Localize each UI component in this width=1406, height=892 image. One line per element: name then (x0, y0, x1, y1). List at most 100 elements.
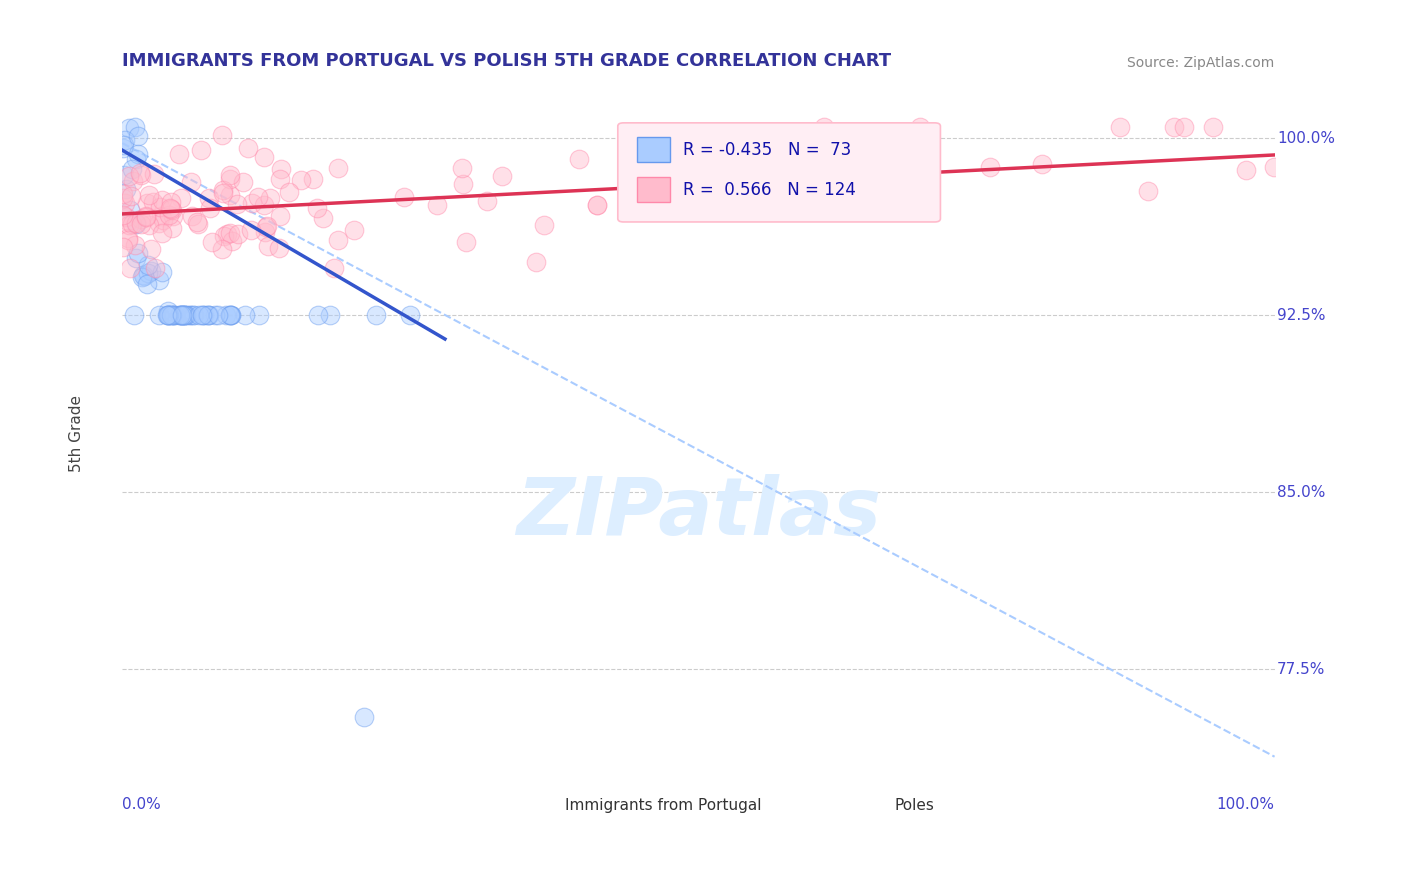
Point (118, 169, 141, 183)
Text: 100.0%: 100.0% (1216, 797, 1275, 812)
Point (135, 210, 157, 224)
Point (252, 150, 274, 164)
Point (157, 309, 180, 323)
Point (198, 309, 221, 323)
Text: Poles: Poles (894, 798, 934, 813)
Point (259, 191, 281, 205)
Point (343, 223, 366, 237)
Point (159, 309, 181, 323)
Point (319, 309, 342, 323)
Point (163, 309, 186, 323)
Point (215, 309, 238, 323)
Point (721, 202, 744, 216)
Point (134, 269, 156, 284)
Point (173, 309, 195, 323)
Point (169, 309, 191, 323)
Point (219, 309, 242, 323)
Point (246, 190, 269, 204)
Point (121, 162, 143, 177)
Text: Immigrants from Portugal: Immigrants from Portugal (565, 798, 761, 813)
Point (188, 309, 211, 323)
Text: R =  0.566   N = 124: R = 0.566 N = 124 (683, 180, 856, 199)
Text: 5th Grade: 5th Grade (69, 395, 84, 472)
Point (233, 309, 256, 323)
Point (211, 186, 233, 200)
Point (1202, 120, 1225, 134)
Point (170, 309, 193, 323)
Point (112, 240, 135, 254)
Point (475, 194, 498, 208)
Point (218, 168, 240, 182)
Point (180, 174, 202, 188)
Point (125, 216, 148, 230)
Point (212, 229, 235, 244)
Point (122, 309, 145, 323)
Point (193, 309, 215, 323)
Point (115, 181, 138, 195)
Point (211, 128, 233, 142)
Point (152, 213, 174, 227)
Point (190, 143, 212, 157)
Point (197, 309, 219, 323)
Point (148, 309, 170, 323)
Point (112, 141, 135, 155)
Point (142, 194, 165, 209)
Bar (533, 799, 558, 814)
Point (115, 210, 138, 224)
Point (121, 217, 143, 231)
Point (111, 187, 134, 202)
Point (914, 198, 936, 212)
Point (239, 223, 262, 237)
Point (218, 309, 240, 323)
Point (131, 269, 153, 284)
Text: 85.0%: 85.0% (1277, 485, 1326, 500)
Point (170, 309, 193, 323)
Point (218, 187, 240, 202)
Point (305, 202, 328, 216)
Point (156, 309, 179, 323)
Point (780, 136, 803, 151)
Point (131, 212, 153, 227)
Point (125, 217, 148, 231)
Point (134, 209, 156, 223)
Point (170, 309, 193, 323)
Point (129, 168, 152, 182)
Point (173, 309, 195, 323)
Point (696, 202, 718, 216)
Point (162, 309, 184, 323)
Point (897, 196, 920, 211)
Point (197, 309, 219, 323)
Point (211, 242, 233, 256)
Point (159, 202, 181, 216)
Point (120, 203, 142, 218)
Point (129, 217, 152, 231)
Point (232, 175, 254, 189)
Point (1163, 120, 1185, 134)
Point (163, 309, 186, 323)
Point (326, 233, 349, 247)
Bar (637, 177, 669, 202)
Point (240, 195, 263, 210)
Point (256, 239, 278, 253)
Point (307, 309, 329, 323)
Point (1031, 156, 1053, 170)
Point (236, 141, 259, 155)
Point (326, 161, 349, 176)
Point (254, 219, 277, 234)
Point (183, 309, 205, 323)
Point (218, 171, 240, 186)
Point (659, 161, 682, 175)
Point (111, 191, 134, 205)
Text: Source: ZipAtlas.com: Source: ZipAtlas.com (1128, 56, 1275, 70)
Point (198, 191, 221, 205)
Point (219, 309, 242, 323)
Point (1136, 184, 1159, 198)
Point (353, 709, 375, 723)
Point (148, 272, 170, 286)
Point (453, 177, 475, 191)
Point (112, 137, 135, 152)
Point (136, 195, 159, 210)
Point (156, 309, 179, 323)
Point (159, 195, 181, 210)
Point (1263, 161, 1285, 175)
